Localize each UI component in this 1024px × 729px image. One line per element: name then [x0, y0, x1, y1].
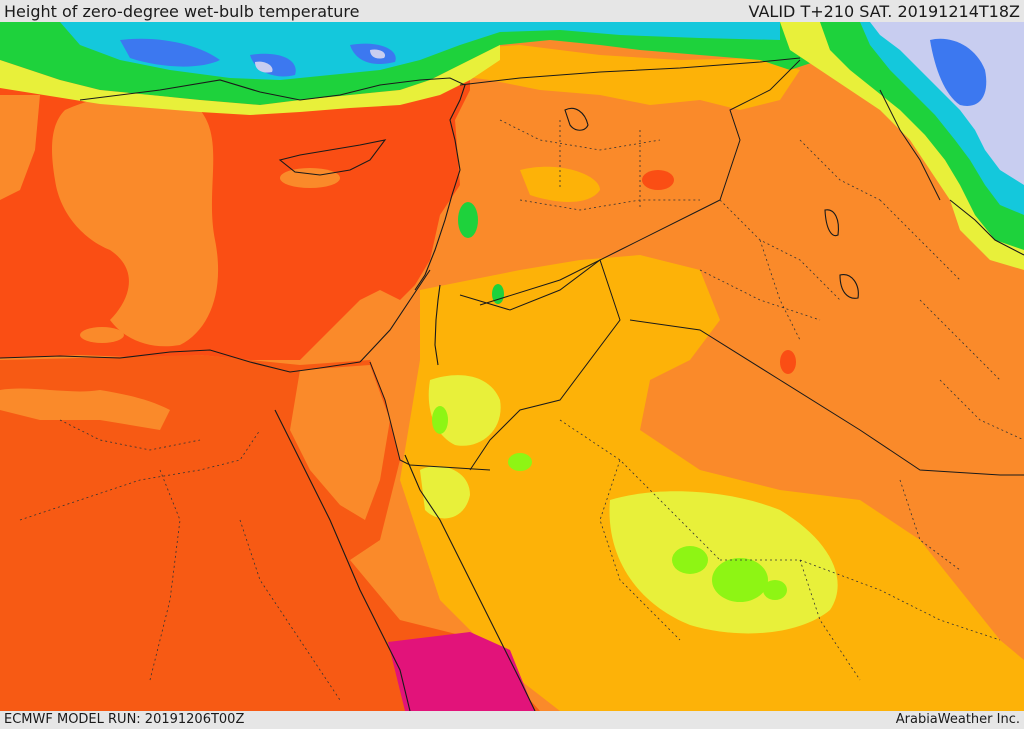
syria-provinces [499, 119, 700, 211]
dead-sea [434, 284, 441, 366]
credit-label: ArabiaWeather Inc. [895, 712, 1020, 727]
lime-spot-3 [763, 580, 787, 600]
jordan-border [459, 259, 621, 471]
syria-amber-band [440, 45, 800, 110]
red-sea-east [404, 454, 536, 711]
map-canvas [0, 22, 1024, 711]
egypt-red-zone [0, 355, 540, 711]
cyprus-orange [280, 168, 340, 188]
cyprus [278, 139, 387, 176]
iran-provinces [919, 299, 1024, 441]
valid-time-label: VALID T+210 SAT. 20191214T18Z [748, 2, 1020, 21]
red-sea-magenta [388, 632, 535, 711]
turkey-blue-spots [120, 38, 396, 77]
footer-bar: ECMWF MODEL RUN: 20191206T00Z ArabiaWeat… [0, 711, 1024, 729]
weather-map [0, 22, 1024, 711]
med-orange-blob [52, 93, 219, 347]
egypt-coast [0, 349, 361, 373]
egypt-border [369, 361, 491, 471]
saudi-iraq-border [629, 319, 1024, 476]
gulf-coast [949, 199, 1024, 256]
iran-blue-spot [930, 38, 987, 106]
egypt-provinces [19, 419, 341, 701]
med-coast-north [79, 77, 466, 291]
iran-lavender-zone [870, 22, 1024, 185]
turkey-lavender-spots [255, 49, 386, 73]
green-spot-hermon [492, 284, 504, 304]
model-run-label: ECMWF MODEL RUN: 20191206T00Z [4, 712, 245, 727]
sinai-orange [290, 365, 390, 520]
header-bar: Height of zero-degree wet-bulb temperatu… [0, 0, 1024, 22]
province-borders [19, 119, 1024, 701]
iraq-lake [564, 107, 589, 131]
arabia-amber-zone [400, 255, 1024, 711]
lime-spot-2 [672, 546, 708, 574]
levant-coast [359, 269, 431, 363]
lime-spot-5 [432, 406, 448, 434]
turkey-cyan-band [60, 22, 780, 80]
iraq-iran-border [879, 89, 941, 201]
lime-spot-4 [508, 453, 532, 471]
syria-amber-patch [520, 166, 600, 202]
coastlines [0, 77, 1024, 711]
map-title: Height of zero-degree wet-bulb temperatu… [4, 2, 360, 21]
lime-spot-1 [712, 558, 768, 602]
red-spot-syria [642, 170, 674, 190]
med-orange-spot [80, 327, 124, 343]
jordan-yellow-zone [428, 375, 501, 446]
green-spot-lebanon [458, 202, 478, 238]
turkey-yellow-fringe [0, 45, 500, 115]
iraq-lake-3 [839, 274, 859, 299]
negev-yellow-zone [420, 466, 470, 519]
iraq-lake-2 [824, 209, 839, 237]
saudi-provinces [559, 419, 1001, 681]
med-orange-left [0, 95, 40, 200]
turkey-syria-border [459, 57, 801, 86]
red-spot-iraq [780, 350, 796, 374]
egypt-orange-patch [0, 388, 170, 430]
iraq-provinces [699, 139, 961, 341]
red-sea-west [274, 409, 411, 711]
